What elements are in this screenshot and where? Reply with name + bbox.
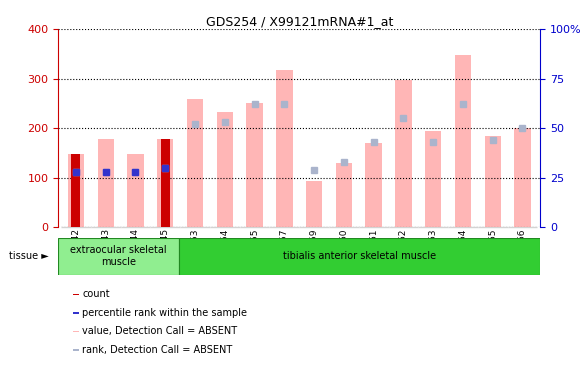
Bar [514,128,530,227]
Bar [73,349,79,351]
Bar [187,100,203,227]
Bar [336,163,352,227]
Text: extraocular skeletal
muscle: extraocular skeletal muscle [70,245,167,267]
Bar [68,154,84,227]
Text: count: count [83,290,110,299]
Bar [425,131,442,227]
Bar [485,135,501,227]
Text: percentile rank within the sample: percentile rank within the sample [83,308,248,318]
Bar [98,139,114,227]
Bar [71,154,80,227]
Bar [73,312,79,314]
Bar [306,181,322,227]
Bar [395,80,411,227]
Bar [276,70,292,227]
Bar [365,143,382,227]
Bar [178,238,540,274]
Bar [217,112,233,227]
Bar [73,331,79,332]
Bar [157,139,174,227]
Bar [161,139,170,227]
Title: GDS254 / X99121mRNA#1_at: GDS254 / X99121mRNA#1_at [206,15,393,28]
Text: value, Detection Call = ABSENT: value, Detection Call = ABSENT [83,326,238,336]
Text: tibialis anterior skeletal muscle: tibialis anterior skeletal muscle [283,251,436,261]
Bar [455,55,471,227]
Text: rank, Detection Call = ABSENT: rank, Detection Call = ABSENT [83,345,232,355]
Bar [127,154,144,227]
Bar [246,103,263,227]
Text: tissue ►: tissue ► [9,251,48,261]
Bar [73,294,79,295]
Bar [58,238,178,274]
